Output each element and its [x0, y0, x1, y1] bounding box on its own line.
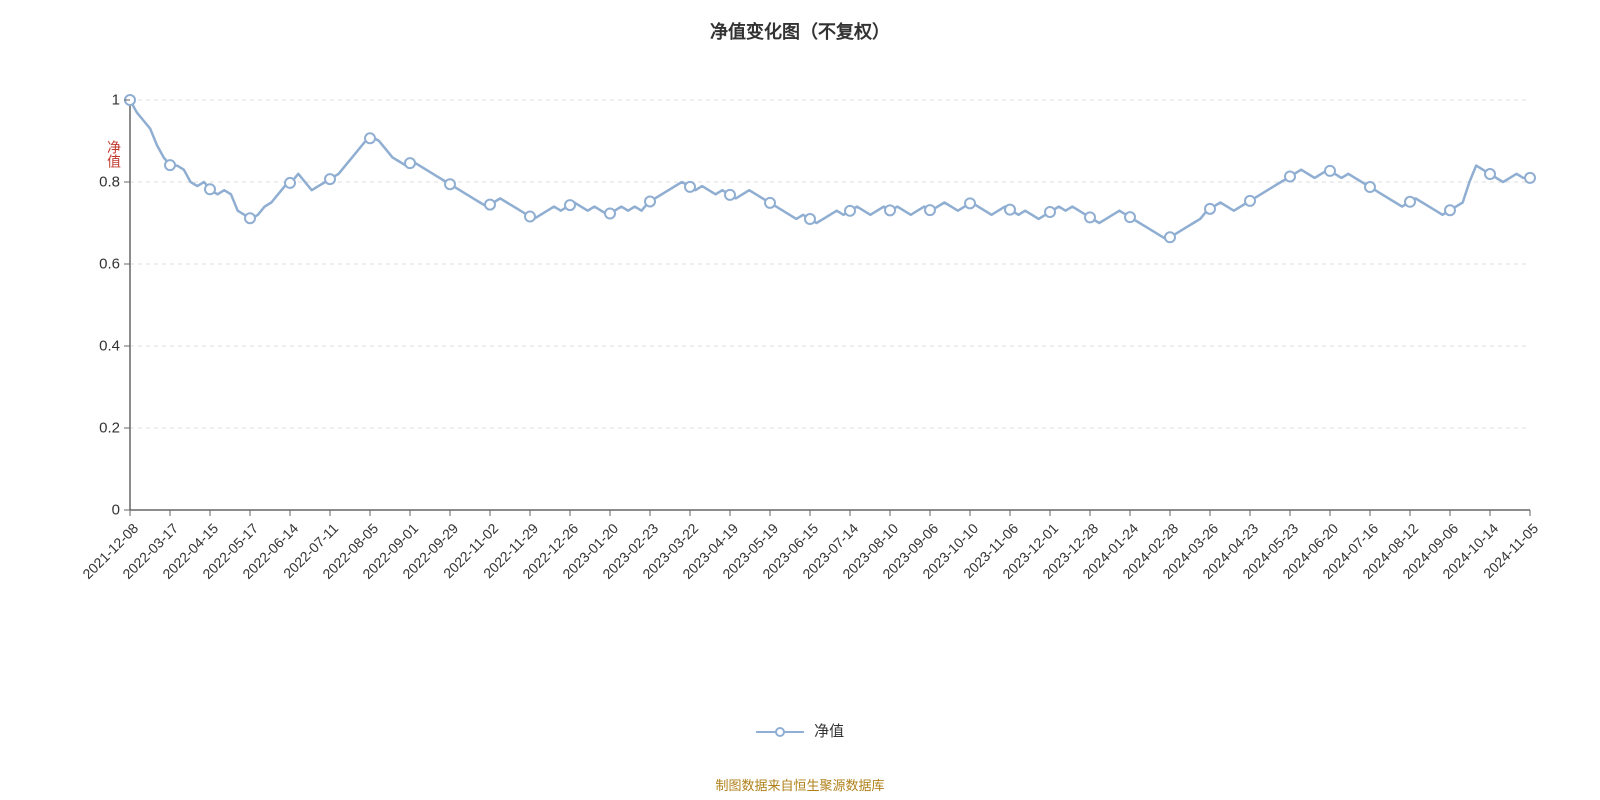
chart-svg — [130, 100, 1530, 510]
legend-line-sample — [756, 731, 804, 733]
xtick-labels: 2021-12-082022-03-172022-04-152022-05-17… — [130, 520, 1530, 690]
ytick-label: 0.8 — [20, 174, 120, 191]
ytick-label: 1 — [20, 92, 120, 109]
chart-container: 净值变化图（不复权） 净值 0 0.2 0.4 0.6 0.8 1 2021-12-082… — [0, 0, 1600, 800]
chart-title: 净值变化图（不复权） — [0, 18, 1600, 44]
ytick-label: 0.4 — [20, 338, 120, 355]
ytick-label: 0.6 — [20, 256, 120, 273]
ytick-label: 0.2 — [20, 420, 120, 437]
plot-area — [130, 100, 1530, 510]
legend: 净值 — [0, 720, 1600, 741]
ytick-label: 0 — [20, 502, 120, 519]
legend-label: 净值 — [814, 723, 844, 740]
yaxis-label: 净值 — [104, 140, 124, 168]
credit-label: 制图数据来自恒生聚源数据库 — [0, 775, 1600, 794]
